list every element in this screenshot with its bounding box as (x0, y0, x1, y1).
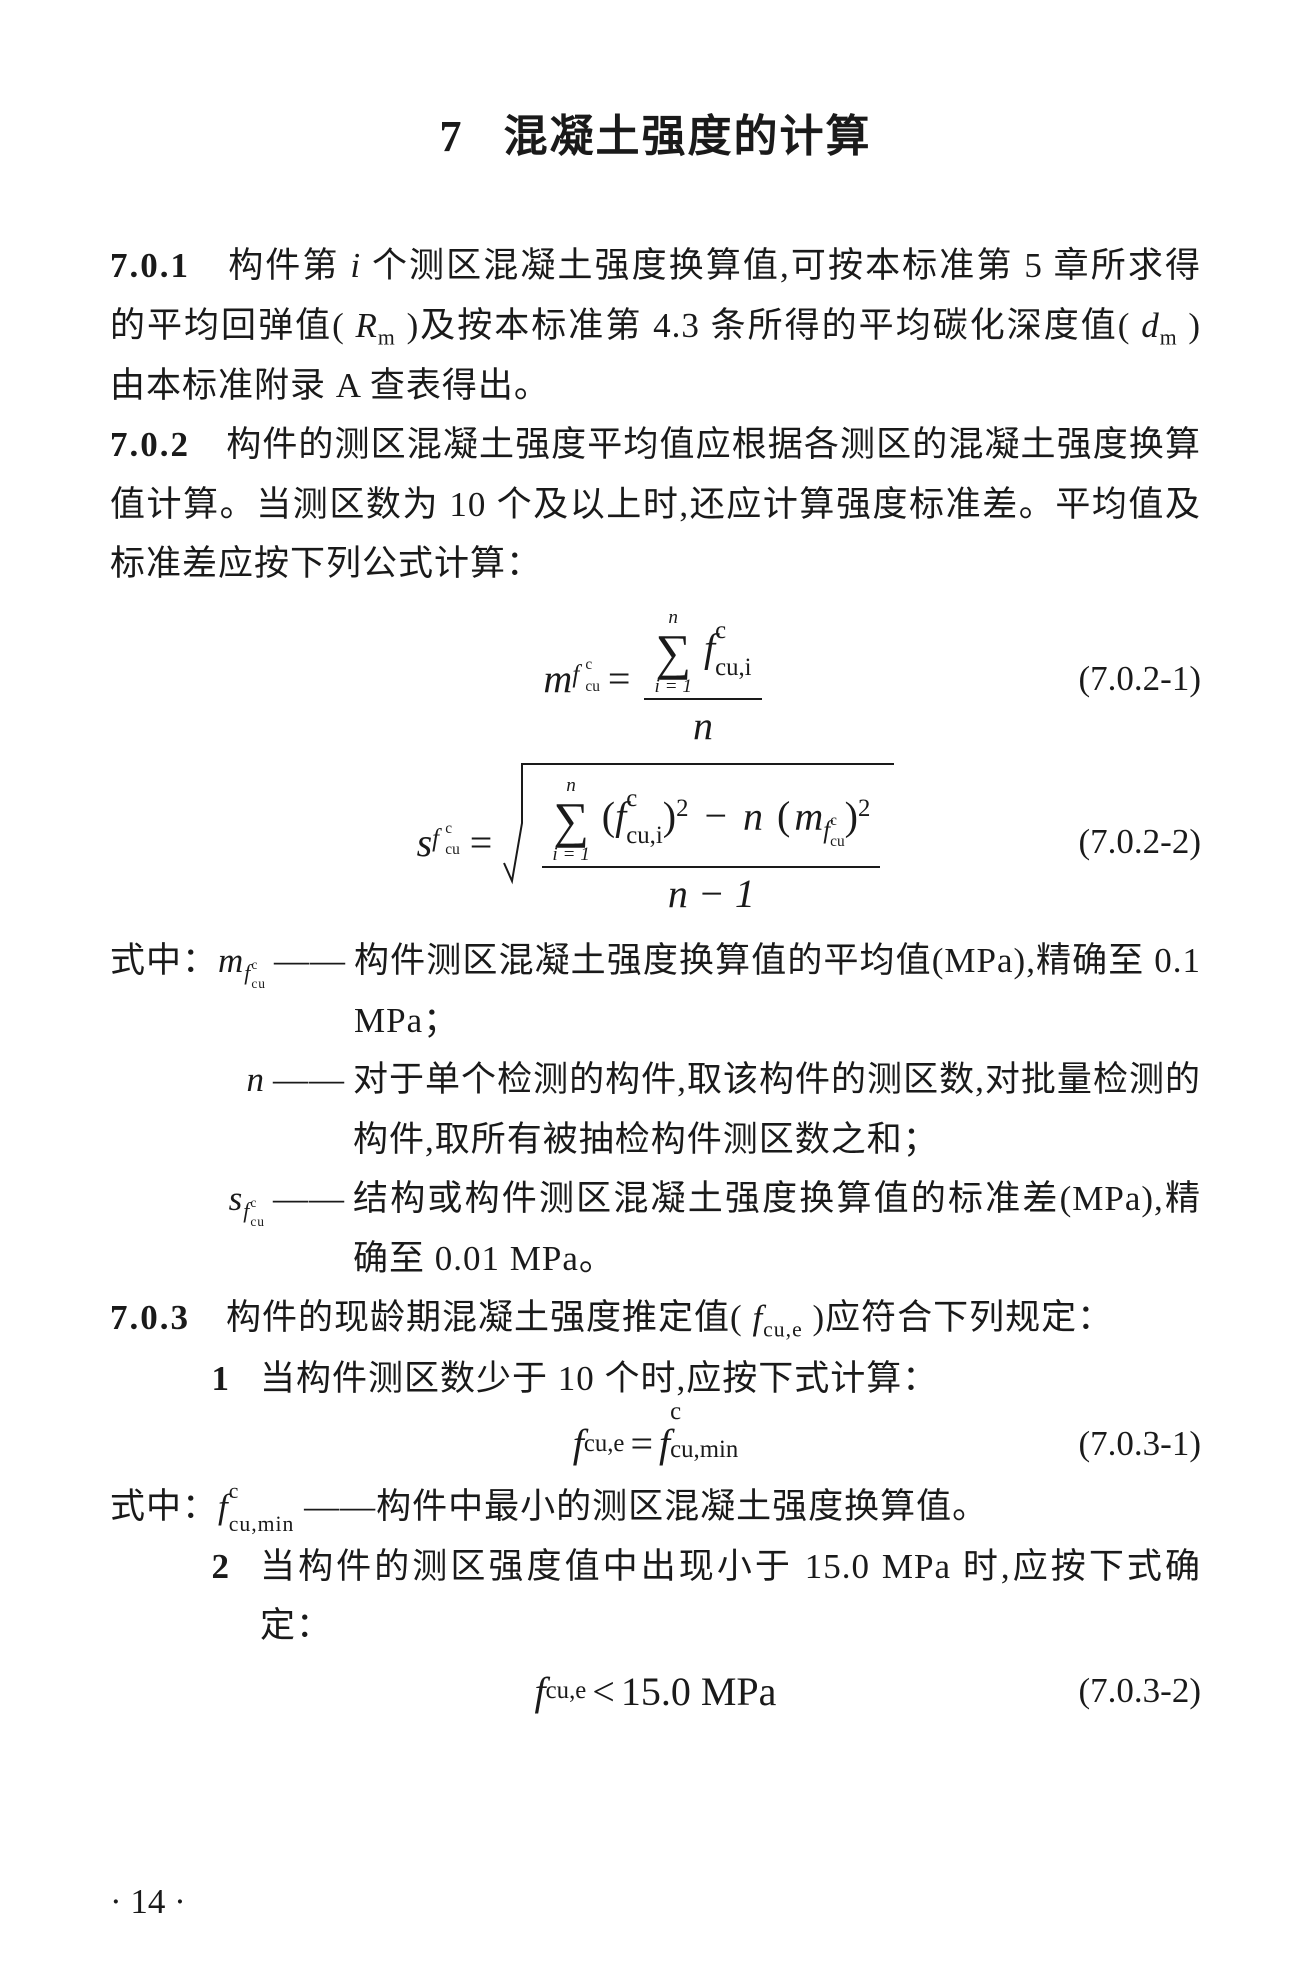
equation-number: (7.0.2-2) (1079, 822, 1201, 862)
equation-number: (7.0.3-2) (1079, 1671, 1201, 1711)
equation-body: m f c cu = n ∑ i = 1 fccu,i (543, 606, 767, 751)
equation-7-0-3-1: fcu,e = fccu,min (7.0.3-1) (110, 1420, 1201, 1467)
chapter-title-text: 混凝土强度的计算 (504, 112, 872, 161)
sqrt-icon: n ∑ i = 1 (fccu,i)2 − n (mfccu)2 n − 1 (502, 763, 894, 921)
where-label: 式中： (110, 941, 218, 980)
item-text: 当构件的测区强度值中出现小于 15.0 MPa 时,应按下式确定： (260, 1537, 1201, 1656)
definition-text: 结构或构件测区混凝土强度换算值的标准差(MPa),精确至 0.01 MPa。 (353, 1169, 1201, 1288)
section-number: 7.0.1 (110, 246, 190, 285)
equation-7-0-3-2: fcu,e < 15.0 MPa (7.0.3-2) (110, 1668, 1201, 1715)
where-row: n —— 对于单个检测的构件,取该构件的测区数,对批量检测的构件,取所有被抽检构… (110, 1050, 1201, 1169)
list-item-2: 2 当构件的测区强度值中出现小于 15.0 MPa 时,应按下式确定： (110, 1537, 1201, 1656)
equation-7-0-2-1: m f c cu = n ∑ i = 1 fccu,i (110, 606, 1201, 751)
chapter-title: 7 混凝土强度的计算 (110, 100, 1201, 164)
definition-text: 构件测区混凝土强度换算值的平均值(MPa),精确至 0.1 MPa； (354, 931, 1201, 1050)
page: 7 混凝土强度的计算 7.0.1 构件第 i 个测区混凝土强度换算值,可按本标准第… (0, 0, 1311, 1972)
item-number: 2 (110, 1537, 260, 1656)
equation-body: s f c cu = (417, 763, 895, 921)
dash-icon: —— (304, 1487, 376, 1526)
section-7-0-3: 7.0.3 构件的现龄期混凝土强度推定值( fcu,e )应符合下列规定： (110, 1288, 1201, 1348)
symbol-Rm: Rm (356, 306, 396, 345)
equation-number: (7.0.2-1) (1079, 659, 1201, 699)
where-row: 式中：mfccu —— 构件测区混凝土强度换算值的平均值(MPa),精确至 0.… (110, 931, 1201, 1050)
section-7-0-2: 7.0.2 构件的测区混凝土强度平均值应根据各测区的混凝土强度换算值计算。当测区… (110, 415, 1201, 594)
item-number: 1 (110, 1349, 260, 1409)
where-row: sfccu —— 结构或构件测区混凝土强度换算值的标准差(MPa),精确至 0.… (110, 1169, 1201, 1288)
symbol-i: i (350, 246, 361, 285)
equation-number: (7.0.3-1) (1079, 1424, 1201, 1464)
list-item-1: 1 当构件测区数少于 10 个时,应按下式计算： (110, 1349, 1201, 1409)
definition-text: 对于单个检测的构件,取该构件的测区数,对批量检测的构件,取所有被抽检构件测区数之… (353, 1050, 1201, 1169)
item-text: 当构件测区数少于 10 个时,应按下式计算： (260, 1349, 1201, 1409)
chapter-number: 7 (440, 112, 464, 161)
dash-icon: —— (265, 1169, 353, 1288)
section-number: 7.0.2 (110, 425, 190, 464)
symbol-dm: dm (1141, 306, 1177, 345)
sigma-icon: n ∑ i = 1 (654, 608, 691, 696)
where-row: 式中：fccu,min ——构件中最小的测区混凝土强度换算值。 (110, 1477, 1201, 1537)
page-number: · 14 · (110, 1882, 186, 1922)
section-number: 7.0.3 (110, 1298, 190, 1337)
equation-body: fcu,e < 15.0 MPa (535, 1668, 777, 1715)
dash-icon: —— (265, 1050, 353, 1169)
equation-7-0-2-2: s f c cu = (110, 763, 1201, 921)
sigma-icon: n ∑ i = 1 (552, 776, 589, 864)
dash-icon: —— (266, 931, 354, 1050)
section-7-0-1: 7.0.1 构件第 i 个测区混凝土强度换算值,可按本标准第 5 章所求得的平均… (110, 236, 1201, 415)
equation-body: fcu,e = fccu,min (573, 1420, 739, 1467)
